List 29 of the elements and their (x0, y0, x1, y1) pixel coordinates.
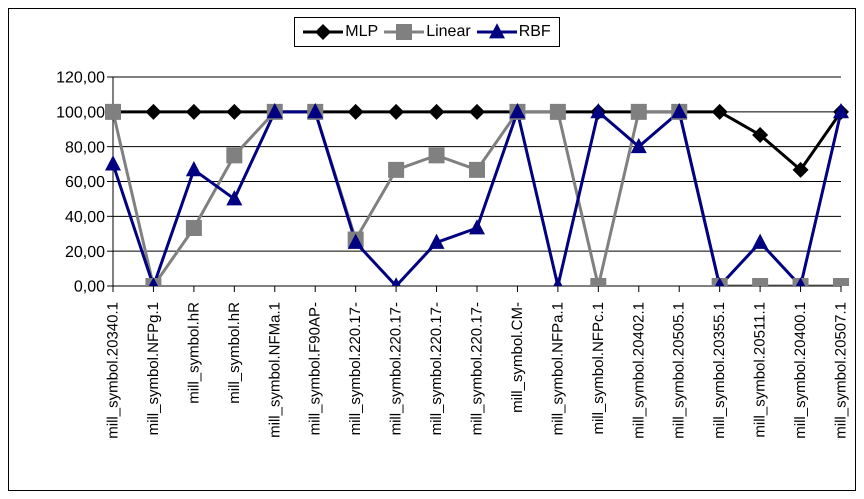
y-tick-label: 100,00 (56, 104, 106, 122)
x-tick-label: mill_symbol.F90AP- (306, 302, 324, 436)
y-tick-label: 40,00 (64, 209, 106, 226)
x-tick-label: mill_symbol.220.17- (388, 302, 405, 436)
y-tick-label: 0,00 (74, 278, 106, 296)
y-tick-label: 60,00 (64, 174, 106, 192)
x-tick-label: mill_symbol.20505.1 (670, 302, 688, 439)
x-tick-label: mill_symbol.NFPc.1 (590, 302, 607, 435)
legend-label: MLP (345, 23, 378, 41)
x-tick-label: mill_symbol.hR (185, 302, 202, 404)
x-tick-label: mill_symbol.NFMa.1 (266, 302, 284, 438)
legend-label: RBF (518, 23, 551, 41)
x-tick-label: mill_symbol.CM- (508, 302, 526, 413)
legend-label: Linear (426, 23, 471, 41)
x-tick-label: mill_symbol.220.17- (428, 302, 446, 436)
x-tick-label: mill_symbol.20400.1 (792, 302, 810, 439)
y-tick-label: 20,00 (64, 244, 106, 261)
x-tick-label: mill_symbol.20402.1 (630, 302, 648, 439)
x-tick-label: mill_symbol.20511.1 (752, 302, 769, 438)
x-tick-label: mill_symbol.20340.1 (104, 302, 122, 439)
y-tick-label: 80,00 (64, 139, 106, 156)
x-tick-label: mill_symbol.20355.1 (711, 302, 728, 439)
x-tick-label: mill_symbol.220.17- (468, 302, 486, 436)
y-tick-label: 120,00 (56, 70, 106, 87)
x-tick-label: mill_symbol.NFPg.1 (144, 302, 162, 436)
x-tick-label: mill_symbol.hR (226, 302, 243, 404)
x-tick-label: mill_symbol.NFPa.1 (549, 302, 566, 436)
x-tick-label: mill_symbol.20507.1 (832, 302, 850, 439)
x-tick-label: mill_symbol.220.17- (347, 302, 364, 436)
